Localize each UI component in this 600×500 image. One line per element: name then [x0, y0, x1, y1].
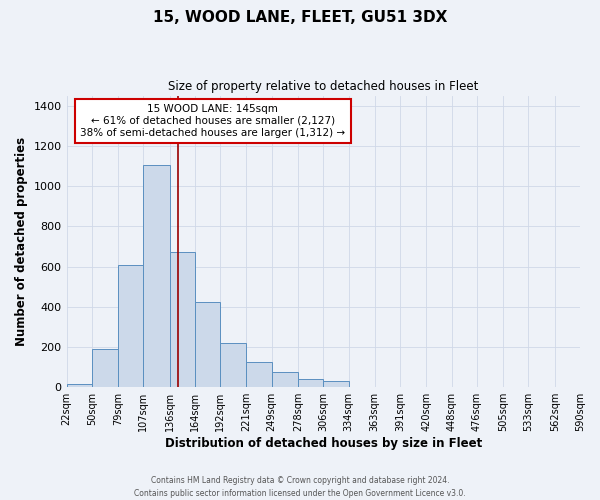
Text: Contains HM Land Registry data © Crown copyright and database right 2024.
Contai: Contains HM Land Registry data © Crown c…: [134, 476, 466, 498]
Text: 15, WOOD LANE, FLEET, GU51 3DX: 15, WOOD LANE, FLEET, GU51 3DX: [153, 10, 447, 25]
Bar: [67, 384, 92, 387]
Bar: [92, 349, 118, 387]
Bar: [195, 302, 220, 387]
Bar: [170, 252, 195, 387]
Bar: [143, 165, 170, 387]
Text: 15 WOOD LANE: 145sqm
← 61% of detached houses are smaller (2,127)
38% of semi-de: 15 WOOD LANE: 145sqm ← 61% of detached h…: [80, 104, 346, 138]
Bar: [220, 343, 247, 387]
Bar: [118, 264, 143, 387]
Bar: [323, 381, 349, 387]
Bar: [298, 379, 323, 387]
Title: Size of property relative to detached houses in Fleet: Size of property relative to detached ho…: [168, 80, 478, 93]
X-axis label: Distribution of detached houses by size in Fleet: Distribution of detached houses by size …: [164, 437, 482, 450]
Bar: [247, 362, 272, 387]
Y-axis label: Number of detached properties: Number of detached properties: [15, 137, 28, 346]
Bar: [272, 372, 298, 387]
